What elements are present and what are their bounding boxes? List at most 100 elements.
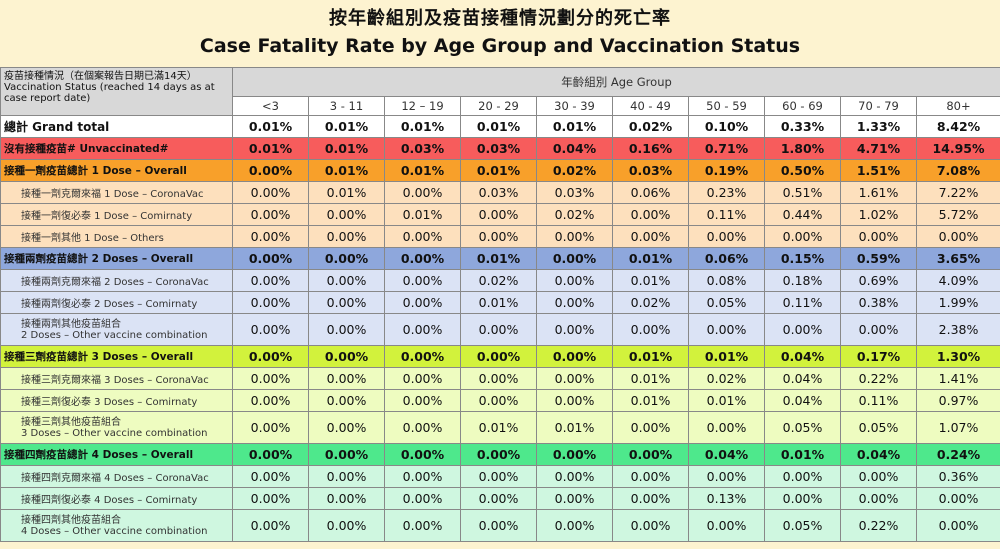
table-row: 接種三劑其他疫苗組合 3 Doses – Other vaccine combin…	[0, 411, 1000, 444]
rate-cell: 0.00%	[232, 487, 309, 510]
row-label: 接種四劑疫苗總計 4 Doses – Overall	[0, 443, 233, 466]
row-label: 接種四劑復必泰 4 Doses – Comirnaty	[0, 487, 233, 510]
rate-cell: 0.02%	[460, 269, 537, 292]
rate-cell: 0.00%	[612, 443, 689, 466]
rate-cell: 0.04%	[840, 443, 917, 466]
rate-cell: 0.00%	[232, 225, 309, 248]
rate-cell: 0.01%	[612, 389, 689, 412]
rate-cell: 0.00%	[536, 367, 613, 390]
rate-cell: 0.00%	[460, 367, 537, 390]
rate-cell: 0.11%	[764, 291, 841, 314]
rate-cell: 2.38%	[915, 313, 1000, 346]
title-chinese: 按年齡組別及疫苗接種情況劃分的死亡率	[329, 8, 671, 29]
table-row: 接種兩劑疫苗總計 2 Doses – Overall 0.00% 0.00% 0.00…	[0, 247, 1000, 270]
rate-cell: 0.00%	[308, 443, 385, 466]
rate-cell: 0.01%	[232, 137, 309, 160]
rate-cell: 1.07%	[915, 411, 1000, 444]
rate-cell: 0.02%	[612, 115, 689, 138]
rate-cell: 0.00%	[384, 367, 461, 390]
rate-cell: 0.00%	[460, 443, 537, 466]
rate-cell: 0.01%	[384, 115, 461, 138]
rate-cell: 0.08%	[688, 269, 765, 292]
rate-cell: 0.00%	[384, 509, 461, 542]
vaccination-status-header: 疫苗接種情況（在個案報告日期已滿14天） Vaccination Status …	[0, 67, 233, 116]
age-header-cell: 30 - 39	[536, 96, 613, 116]
rate-cell: 0.38%	[840, 291, 917, 314]
rate-cell: 0.00%	[232, 247, 309, 270]
rate-cell: 0.00%	[384, 225, 461, 248]
rate-cell: 0.24%	[915, 443, 1000, 466]
rate-cell: 0.00%	[460, 225, 537, 248]
rate-cell: 0.05%	[840, 411, 917, 444]
table-row: 接種一劑其他 1 Dose – Others 0.00% 0.00% 0.00% 0.0…	[0, 225, 1000, 248]
table-body: 總計 Grand total 0.01% 0.01% 0.01% 0.01% 0.01% 0…	[0, 115, 1000, 542]
age-header-cell: 3 - 11	[308, 96, 385, 116]
rate-cell: 0.01%	[460, 291, 537, 314]
rate-cell: 0.00%	[308, 389, 385, 412]
rate-cell: 0.04%	[688, 443, 765, 466]
age-header-cell: 50 - 59	[688, 96, 765, 116]
rate-cell: 0.00%	[688, 411, 765, 444]
rate-cell: 7.22%	[915, 181, 1000, 204]
rate-cell: 0.00%	[308, 367, 385, 390]
row-label: 接種三劑疫苗總計 3 Doses – Overall	[0, 345, 233, 368]
table-row: 沒有接種疫苗# Unvaccinated# 0.01% 0.01% 0.03% 0.03…	[0, 137, 1000, 160]
rate-cell: 0.06%	[688, 247, 765, 270]
rate-cell: 0.00%	[308, 203, 385, 226]
table-row: 接種一劑克爾來福 1 Dose – CoronaVac 0.00% 0.01% 0.0…	[0, 181, 1000, 204]
rate-cell: 0.19%	[688, 159, 765, 182]
table-row: 接種一劑復必泰 1 Dose – Comirnaty 0.00% 0.00% 0.01…	[0, 203, 1000, 226]
rate-cell: 0.01%	[688, 345, 765, 368]
rate-cell: 0.00%	[840, 225, 917, 248]
rate-cell: 14.95%	[915, 137, 1000, 160]
rate-cell: 1.51%	[840, 159, 917, 182]
rate-cell: 0.00%	[308, 487, 385, 510]
rate-cell: 0.00%	[384, 345, 461, 368]
rate-cell: 4.71%	[840, 137, 917, 160]
row-label: 接種一劑復必泰 1 Dose – Comirnaty	[0, 203, 233, 226]
rate-cell: 0.00%	[915, 509, 1000, 542]
rate-cell: 0.05%	[688, 291, 765, 314]
table-row: 接種三劑克爾來福 3 Doses – CoronaVac 0.00% 0.00% 0.…	[0, 367, 1000, 390]
rate-cell: 0.02%	[536, 203, 613, 226]
rate-cell: 0.00%	[612, 411, 689, 444]
rate-cell: 0.22%	[840, 367, 917, 390]
rate-cell: 1.33%	[840, 115, 917, 138]
rate-cell: 0.00%	[764, 225, 841, 248]
rate-cell: 0.00%	[460, 509, 537, 542]
rate-cell: 0.97%	[915, 389, 1000, 412]
rate-cell: 0.00%	[840, 487, 917, 510]
rate-cell: 0.00%	[536, 313, 613, 346]
rate-cell: 0.00%	[384, 411, 461, 444]
rate-cell: 0.00%	[840, 465, 917, 488]
row-label: 接種三劑其他疫苗組合 3 Doses – Other vaccine combin…	[0, 411, 233, 444]
rate-cell: 0.00%	[915, 225, 1000, 248]
table-row: 接種兩劑克爾來福 2 Doses – CoronaVac 0.00% 0.00% 0.…	[0, 269, 1000, 292]
age-header-cell: 60 - 69	[764, 96, 841, 116]
row-label-line1: 接種三劑其他疫苗組合	[21, 416, 121, 428]
table-row: 接種兩劑復必泰 2 Doses – Comirnaty 0.00% 0.00% 0.0…	[0, 291, 1000, 314]
rate-cell: 0.03%	[384, 137, 461, 160]
rate-cell: 0.50%	[764, 159, 841, 182]
age-header-cell: 12 – 19	[384, 96, 461, 116]
vaccination-status-header-en: Vaccination Status (reached 14 days as a…	[4, 82, 215, 104]
rate-cell: 0.00%	[460, 389, 537, 412]
rate-cell: 0.00%	[232, 345, 309, 368]
rate-cell: 0.13%	[688, 487, 765, 510]
rate-cell: 0.01%	[536, 115, 613, 138]
rate-cell: 1.80%	[764, 137, 841, 160]
rate-cell: 0.00%	[460, 203, 537, 226]
age-header-cell: <3	[232, 96, 309, 116]
rate-cell: 0.00%	[384, 247, 461, 270]
rate-cell: 0.00%	[308, 225, 385, 248]
table-row: 接種四劑其他疫苗組合 4 Doses – Other vaccine combin…	[0, 509, 1000, 542]
rate-cell: 0.00%	[384, 291, 461, 314]
fatality-rate-table: 疫苗接種情況（在個案報告日期已滿14天） Vaccination Status …	[0, 67, 1000, 542]
row-label: 接種一劑疫苗總計 1 Dose – Overall	[0, 159, 233, 182]
rate-cell: 0.00%	[612, 203, 689, 226]
rate-cell: 0.00%	[536, 465, 613, 488]
rate-cell: 0.15%	[764, 247, 841, 270]
rate-cell: 0.00%	[232, 411, 309, 444]
rate-cell: 0.00%	[536, 345, 613, 368]
row-label: 接種三劑復必泰 3 Doses – Comirnaty	[0, 389, 233, 412]
